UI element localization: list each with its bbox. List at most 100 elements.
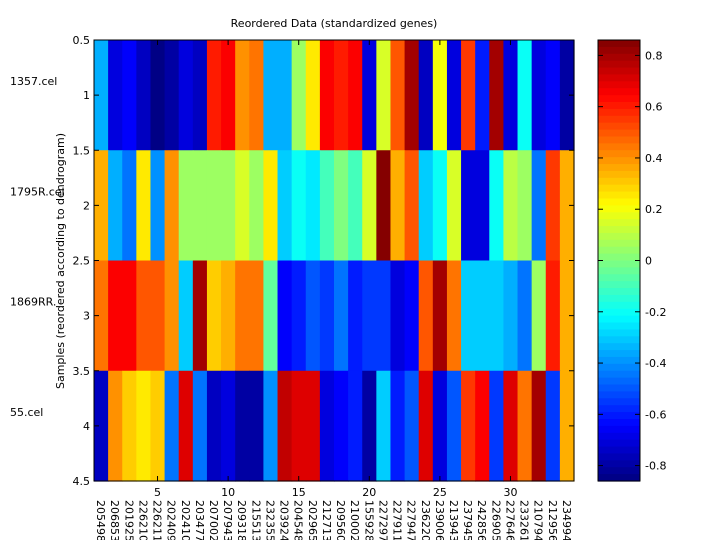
colorbar-band — [598, 46, 640, 55]
heatmap-cell — [432, 260, 448, 372]
heatmap-cell — [249, 150, 265, 262]
y-tick-label: 3 — [83, 310, 90, 323]
colorbar-band — [598, 108, 640, 117]
colorbar-band — [598, 446, 640, 455]
gene-label: 1559282_ — [362, 500, 375, 540]
colorbar-band — [598, 164, 640, 172]
chart-title: Reordered Data (standardized genes) — [231, 17, 438, 30]
gene-label: 202965_ — [306, 500, 319, 540]
heatmap-cell — [475, 150, 490, 262]
colorbar-band — [598, 184, 640, 193]
heatmap-cell — [390, 370, 406, 482]
heatmap-cell — [319, 260, 335, 372]
heatmap-cell — [122, 40, 137, 151]
heatmap-cell — [348, 40, 363, 151]
heatmap-cell — [164, 150, 180, 262]
gene-label: 242856_ — [475, 500, 488, 540]
heatmap-cell — [545, 40, 561, 151]
colorbar-tick-label: -0.2 — [645, 306, 666, 319]
heatmap-cell — [192, 40, 208, 151]
gene-label: 239006_ — [433, 500, 446, 540]
heatmap-cell — [348, 260, 363, 372]
gene-label: 226905_ — [489, 500, 502, 540]
heatmap-cell — [559, 260, 575, 372]
gene-label: 227947_ — [405, 500, 418, 540]
heatmap-cell — [503, 40, 519, 151]
heatmap-cell — [221, 150, 236, 262]
heatmap-cell — [475, 370, 490, 482]
colorbar-band — [598, 88, 640, 96]
colorbar-band — [598, 267, 640, 275]
heatmap-cell — [150, 370, 166, 482]
heatmap-cell — [390, 260, 406, 372]
heatmap-cell — [263, 370, 279, 482]
gene-label: 210002_ — [348, 500, 361, 540]
colorbar-band — [598, 370, 640, 379]
heatmap-cell — [108, 40, 123, 151]
colorbar-band — [598, 170, 640, 179]
heatmap-cell — [418, 370, 434, 482]
gene-label: 234994_ — [560, 500, 573, 540]
heatmap-cell — [235, 40, 250, 151]
heatmap-cell — [418, 40, 434, 151]
colorbar-band — [598, 260, 640, 268]
colorbar-band — [598, 205, 640, 213]
heatmap-cell — [446, 150, 462, 262]
heatmap-cell — [432, 150, 448, 262]
colorbar-band — [598, 60, 640, 69]
heatmap-cell — [376, 260, 392, 372]
gene-label: 227297_ — [376, 500, 389, 540]
heatmap-cell — [136, 150, 152, 262]
gene-label: 227911_ — [391, 500, 404, 540]
heatmap-cell — [531, 370, 547, 482]
heatmap-cell — [517, 260, 533, 372]
heatmap-cell — [206, 370, 222, 482]
heatmap-cell — [108, 150, 123, 262]
colorbar-band — [598, 122, 640, 131]
heatmap-cell — [461, 370, 476, 482]
gene-label: 206853_ — [108, 500, 121, 540]
x-tick-label: 20 — [362, 486, 376, 499]
gene-label: 226210_ — [136, 500, 149, 540]
heatmap-cell — [489, 40, 505, 151]
gene-label: 227646_ — [503, 500, 516, 540]
colorbar: 0.8 0.6 0.4 0.2 0 -0.2 -0.4 -0.6 -0.8 — [597, 39, 666, 482]
heatmap-cell — [150, 260, 166, 372]
heatmap-cell — [362, 260, 377, 372]
colorbar-band — [598, 377, 640, 386]
heatmap-cell — [362, 370, 377, 482]
gene-label: 202410_ — [179, 500, 192, 540]
heatmap-cell — [559, 150, 575, 262]
colorbar-band — [598, 363, 640, 372]
heatmap-cell — [362, 150, 377, 262]
heatmap-cell — [221, 40, 236, 151]
heatmap-cell — [192, 260, 208, 372]
colorbar-band — [598, 150, 640, 158]
heatmap-cell — [305, 370, 321, 482]
heatmap-cell — [277, 370, 293, 482]
heatmap-cell — [362, 40, 377, 151]
heatmap-cell — [390, 40, 406, 151]
colorbar-band — [598, 315, 640, 324]
heatmap-cell — [489, 150, 505, 262]
colorbar-band — [598, 418, 640, 427]
colorbar-band — [598, 40, 640, 48]
heatmap-cell — [489, 370, 505, 482]
heatmap-cell — [376, 150, 392, 262]
heatmap-cell — [531, 150, 547, 262]
heatmap-cell — [263, 40, 279, 151]
heatmap-cell — [206, 150, 222, 262]
colorbar-band — [598, 301, 640, 310]
heatmap-cell — [164, 260, 180, 372]
heatmap-cell — [461, 150, 476, 262]
y-tick-label: 4.5 — [73, 475, 91, 488]
colorbar-tick-label: -0.8 — [645, 460, 666, 473]
heatmap-cell — [545, 370, 561, 482]
heatmap-cell — [136, 40, 152, 151]
heatmap-cell — [164, 40, 180, 151]
sample-labels: 1357.cel 1795R.cel 1869RR. 55.cel — [10, 75, 65, 419]
heatmap-cell — [418, 150, 434, 262]
colorbar-band — [598, 467, 640, 475]
colorbar-band — [598, 356, 640, 365]
heatmap-cell — [446, 370, 462, 482]
